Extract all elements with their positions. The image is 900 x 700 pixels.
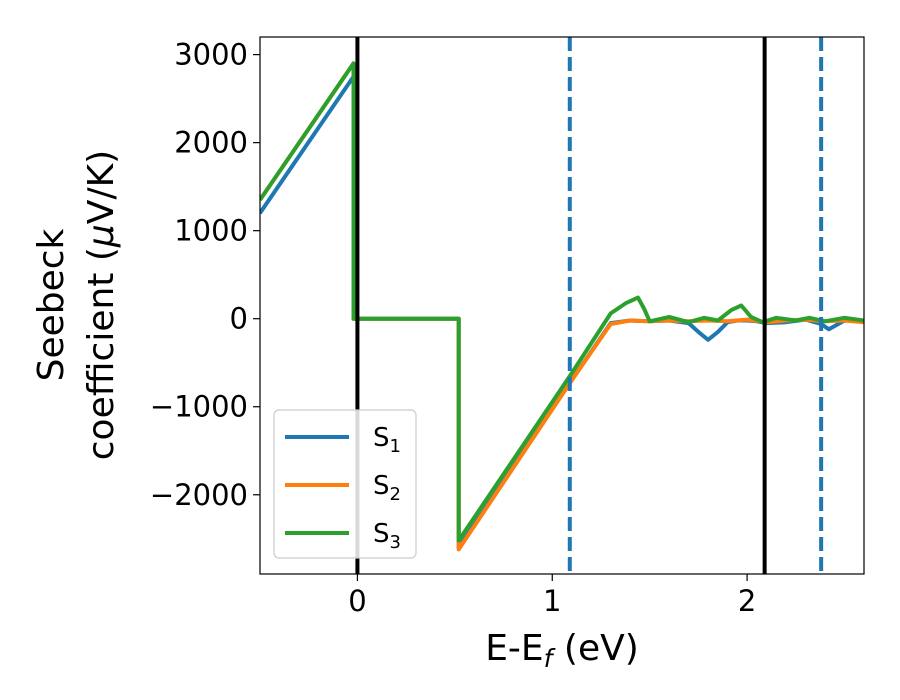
x-tick-label: 0 (348, 584, 366, 618)
y-axis-label-line1: Seebeck (31, 228, 72, 381)
x-tick-label: 1 (543, 584, 561, 618)
y-axis-label: Seebeck coefficient (μV/K) (31, 150, 122, 460)
y-axis-ticks: 3000 2000 1000 0 −1000 −2000 (150, 38, 260, 512)
x-tick-label: 2 (738, 584, 756, 618)
y-tick-label: 1000 (174, 214, 248, 248)
legend-label-2: S2 (373, 471, 401, 505)
series-line-3 (260, 61, 864, 543)
plot-area (260, 61, 864, 552)
reference-lines (355, 37, 824, 574)
y-axis-label-line2: coefficient (μV/K) (81, 150, 122, 460)
plot-frame (259, 36, 865, 575)
y-tick-label: 3000 (174, 38, 248, 72)
legend-label-3: S3 (373, 519, 401, 553)
y-tick-label: 2000 (174, 126, 248, 160)
legend-label-1: S1 (373, 423, 401, 457)
x-axis-label: E-Ef (eV) (485, 628, 639, 673)
y-tick-label: 0 (230, 302, 248, 336)
legend: S1 S2 S3 (273, 409, 417, 559)
y-tick-label: −2000 (150, 478, 248, 512)
x-axis-ticks: 0 1 2 (348, 574, 756, 618)
y-tick-label: −1000 (150, 390, 248, 424)
